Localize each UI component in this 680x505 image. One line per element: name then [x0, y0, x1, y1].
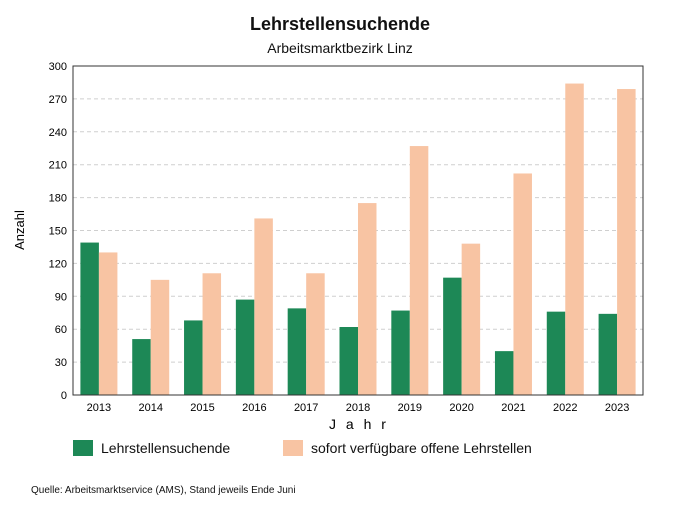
- y-tick-label: 300: [49, 61, 67, 73]
- x-tick-label: 2020: [449, 402, 473, 414]
- bar-offene-lehrstellen: [202, 273, 222, 395]
- legend-swatch-offene-lehrstellen: [283, 440, 303, 456]
- x-tick-label: 2015: [190, 402, 214, 414]
- y-tick-label: 0: [61, 390, 67, 402]
- chart-title: Lehrstellensuchende: [249, 14, 431, 34]
- x-tick-labels: 2013 2014 2015 2016 2017 2018 2019 2020 2021 2022…: [87, 402, 630, 414]
- y-tick-label: 30: [55, 357, 67, 369]
- y-tick-label: 180: [49, 193, 67, 205]
- bar-lehrstellensuchende: [235, 299, 255, 395]
- bar-offene-lehrstellen: [409, 146, 429, 395]
- legend-item-offene-lehrstellen: sofort verfügbare offene Lehrstellen: [283, 440, 532, 456]
- x-tick-label: 2013: [87, 402, 111, 414]
- x-tick-label: 2022: [553, 402, 577, 414]
- bar-offene-lehrstellen: [617, 89, 636, 395]
- legend-item-lehrstellensuchende: Lehrstellensuchende: [73, 440, 230, 456]
- x-tick-label: 2017: [294, 402, 318, 414]
- bar-offene-lehrstellen: [98, 252, 118, 395]
- y-tick-label: 240: [49, 127, 67, 139]
- plot-frame: [72, 65, 644, 396]
- x-tick-label: 2023: [605, 402, 629, 414]
- bar-lehrstellensuchende: [184, 320, 203, 395]
- x-tick-label: 2019: [398, 402, 422, 414]
- bar-lehrstellensuchende: [80, 242, 99, 395]
- y-tick-label: 270: [49, 94, 67, 106]
- bar-lehrstellensuchende: [391, 310, 410, 395]
- bar-offene-lehrstellen: [513, 173, 532, 395]
- legend-label-offene-lehrstellen: sofort verfügbare offene Lehrstellen: [311, 440, 532, 456]
- bar-offene-lehrstellen: [254, 218, 273, 395]
- bar-lehrstellensuchende: [443, 277, 462, 395]
- y-tick-label: 120: [49, 258, 67, 270]
- legend-label-lehrstellensuchende: Lehrstellensuchende: [101, 440, 231, 456]
- y-tick-labels: 0 30 60 90 120 150 180 210 240 270 300: [49, 61, 67, 402]
- x-axis-label: J a h r: [329, 416, 389, 432]
- bar-lehrstellensuchende: [132, 339, 151, 395]
- bar-offene-lehrstellen: [565, 83, 584, 396]
- x-tick-label: 2014: [138, 402, 162, 414]
- y-tick-label: 150: [49, 226, 67, 238]
- bar-lehrstellensuchende: [287, 308, 307, 395]
- bar-lehrstellensuchende: [598, 313, 618, 395]
- x-tick-label: 2021: [501, 402, 525, 414]
- chart-subtitle: Arbeitsmarktbezirk Linz: [267, 40, 413, 56]
- y-tick-label: 60: [55, 324, 67, 336]
- bar-lehrstellensuchende: [494, 351, 514, 395]
- bars: [80, 83, 636, 396]
- y-tick-label: 210: [49, 160, 67, 172]
- legend-swatch-lehrstellensuchende: [73, 440, 93, 456]
- x-tick-label: 2018: [346, 402, 370, 414]
- bar-offene-lehrstellen: [461, 243, 481, 395]
- y-axis-label: Anzahl: [12, 210, 27, 250]
- bar-offene-lehrstellen: [306, 273, 325, 395]
- bar-offene-lehrstellen: [358, 203, 377, 395]
- bar-lehrstellensuchende: [546, 311, 566, 395]
- bar-lehrstellensuchende: [339, 327, 358, 395]
- y-tick-label: 90: [55, 291, 67, 303]
- x-tick-label: 2016: [242, 402, 266, 414]
- source-note: Quelle: Arbeitsmarktservice (AMS), Stand…: [31, 485, 296, 496]
- bar-offene-lehrstellen: [150, 279, 170, 395]
